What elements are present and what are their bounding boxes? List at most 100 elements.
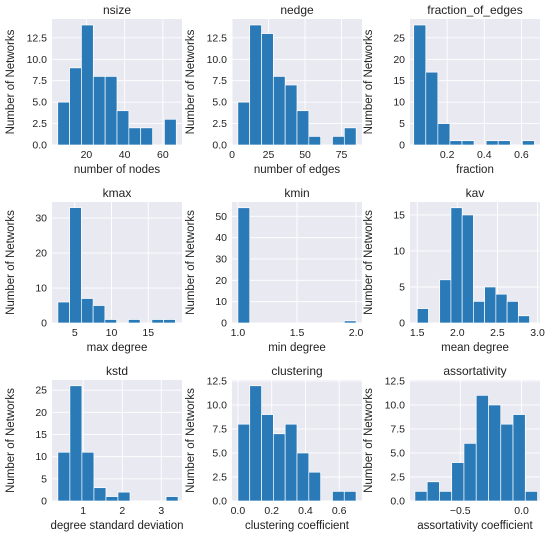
x-tick-label: 3: [158, 505, 164, 517]
subplot-title: nsize: [103, 3, 131, 17]
histogram-bar: [484, 286, 497, 324]
x-tick-label: 40: [119, 149, 131, 161]
histogram-bar: [475, 395, 489, 502]
x-axis-label: fraction: [456, 164, 494, 176]
histogram-bar: [413, 24, 427, 146]
y-tick-label: 0: [41, 496, 47, 508]
x-tick-label: 2.0: [349, 327, 364, 339]
histogram-bar: [57, 101, 70, 146]
subplot-title: clustering: [271, 364, 322, 378]
histogram-bar: [461, 214, 474, 324]
y-axis-label: Number of Networks: [363, 210, 375, 315]
y-axis-label: Number of Networks: [363, 29, 375, 134]
subplot-title: fraction_of_edges: [427, 3, 522, 17]
y-tick-label: 5: [399, 118, 405, 130]
y-tick-label: 7.5: [212, 423, 227, 435]
x-axis-label: number of nodes: [74, 164, 161, 176]
histogram-bar: [461, 140, 475, 146]
histogram-bar: [104, 76, 118, 146]
subplot-title: kav: [466, 186, 485, 200]
histogram-bar: [439, 491, 453, 502]
histogram-bar: [164, 118, 177, 146]
subplot-assortativity: −0.5 0.0 0.0 2.5 5.0 7.5 10.0 12.5 assortativity…: [363, 364, 540, 532]
x-tick-label: −0.5: [450, 505, 471, 517]
x-tick-label: 3.0: [530, 327, 545, 339]
y-tick-label: 25: [35, 385, 47, 397]
histogram-bar: [81, 24, 94, 146]
y-tick-label: 7.5: [212, 75, 227, 87]
histogram-bar: [116, 110, 130, 146]
y-tick-label: 2.5: [212, 118, 227, 130]
x-tick-label: 5: [72, 327, 78, 339]
y-tick-label: 12.5: [207, 375, 228, 387]
y-tick-label: 0: [221, 318, 227, 330]
histogram-bar: [237, 101, 251, 146]
histogram-bar: [451, 462, 465, 502]
y-tick-label: 0: [399, 318, 405, 330]
subplot-clustering: 0.0 0.2 0.4 0.6 0.0 2.5 5.0 7.5 10.0 12.5 clusteri…: [185, 364, 362, 532]
histogram-bar: [473, 301, 485, 324]
histogram-bar: [272, 76, 286, 146]
histogram-bar: [140, 127, 153, 146]
subplot-nsize: 20 40 60 0.0 2.5 5.0 7.5 10.0 12.5 nsize number of…: [5, 3, 182, 176]
y-tick-label: 2.5: [212, 471, 227, 483]
histogram-bar: [506, 301, 519, 324]
y-axis-label: Number of Networks: [185, 388, 197, 493]
histogram-bar: [117, 491, 131, 502]
y-tick-label: 2.5: [390, 471, 405, 483]
histogram-bar: [497, 140, 511, 146]
y-tick-label: 7.5: [32, 75, 47, 87]
subplot-kmin: 1.0 1.5 2.0 0 10 20 30 40 50 kmin min degree Number…: [185, 186, 364, 354]
x-axis-label: degree standard deviation: [51, 520, 184, 532]
histogram-bar: [332, 136, 345, 146]
histogram-bar: [426, 481, 440, 502]
histogram-bar: [517, 315, 530, 324]
x-axis-label: mean degree: [441, 342, 509, 354]
y-tick-label: 10.0: [207, 54, 228, 66]
y-tick-label: 5.0: [390, 447, 405, 459]
y-axis-label: Number of Networks: [5, 29, 17, 134]
histogram-bar: [249, 385, 262, 502]
histogram-bar: [93, 487, 107, 502]
histogram-bar: [57, 301, 70, 324]
histogram-bar: [165, 496, 179, 502]
x-tick-label: 2: [119, 505, 125, 517]
histogram-bar: [425, 71, 439, 146]
subplot-title: kstd: [106, 364, 128, 378]
histogram-bar: [284, 423, 298, 502]
histogram-bar: [105, 496, 119, 502]
x-axis-label: clustering coefficient: [245, 520, 350, 532]
y-tick-label: 30: [35, 213, 47, 225]
subplot-fraction-of-edges: 0.2 0.4 0.6 0 5 10 15 20 25 fraction_of_edgesfrac…: [363, 3, 540, 176]
histogram-bar: [439, 279, 452, 324]
y-tick-label: 0.0: [212, 496, 227, 508]
y-tick-label: 15: [393, 209, 405, 221]
x-tick-label: 2.5: [490, 327, 505, 339]
y-tick-label: 20: [393, 54, 405, 66]
x-axis-label: max degree: [87, 342, 148, 354]
x-tick-label: 60: [157, 149, 169, 161]
histogram-bar: [296, 110, 310, 146]
x-tick-label: 0.0: [514, 505, 529, 517]
x-tick-label: 0.0: [231, 505, 246, 517]
x-tick-label: 0.6: [514, 149, 529, 161]
y-tick-label: 5: [41, 473, 47, 485]
y-tick-label: 20: [35, 407, 47, 419]
subplot-kav: 1.5 2.0 2.5 3.0 0 5 10 15 kav mean degree Number o…: [363, 186, 545, 354]
y-tick-label: 50: [215, 211, 227, 223]
subplot-title: kmax: [103, 186, 132, 200]
histogram-bar: [495, 293, 508, 324]
y-tick-label: 10: [215, 296, 227, 308]
histogram-bar: [249, 24, 262, 146]
y-axis-label: Number of Networks: [5, 210, 17, 315]
y-tick-label: 5.0: [212, 97, 227, 109]
x-tick-label: 1.5: [410, 327, 425, 339]
x-tick-label: 0: [229, 149, 235, 161]
y-tick-label: 12.5: [207, 32, 228, 44]
histogram-bar: [308, 471, 321, 502]
x-tick-label: 25: [263, 149, 275, 161]
subplot-title: assortativity: [443, 364, 506, 378]
y-tick-label: 0.0: [390, 496, 405, 508]
histogram-bar: [524, 491, 538, 502]
x-tick-label: 0.6: [332, 505, 347, 517]
